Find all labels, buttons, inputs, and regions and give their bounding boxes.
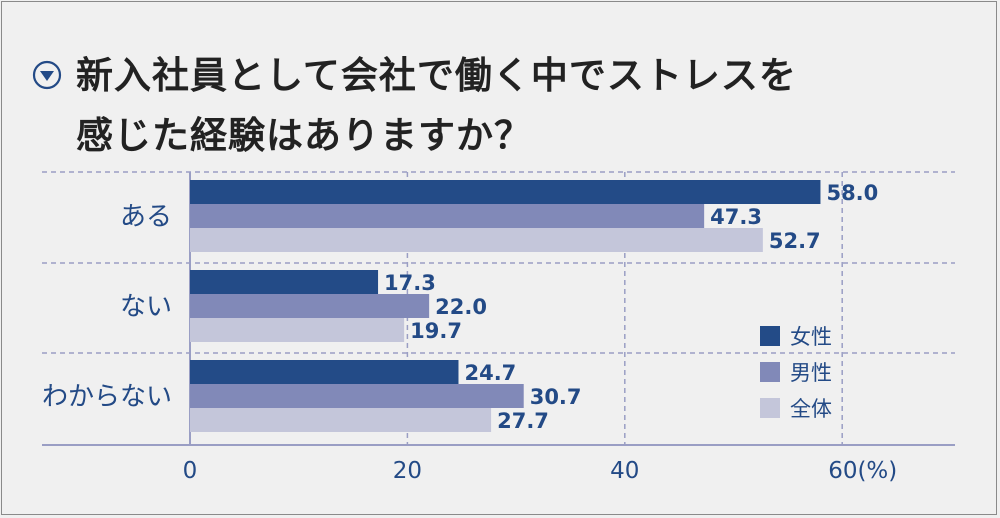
- legend-label: 男性: [790, 361, 832, 385]
- x-tick-label: 20: [393, 458, 422, 484]
- bar: [190, 360, 459, 384]
- bar: [190, 384, 524, 408]
- category-label: ある: [120, 202, 172, 232]
- x-tick-label: 0: [183, 458, 198, 484]
- data-label: 22.0: [435, 295, 487, 319]
- data-label: 27.7: [497, 409, 549, 433]
- page-title: 新入社員として会社で働く中でストレスを 感じた経験はありますか？: [76, 54, 797, 157]
- data-label: 52.7: [769, 229, 821, 253]
- data-label: 47.3: [710, 205, 762, 229]
- x-tick-label: 40: [610, 458, 639, 484]
- data-label: 30.7: [530, 385, 582, 409]
- category-label: ない: [120, 292, 172, 322]
- bar: [190, 204, 705, 228]
- legend-swatch: [760, 398, 780, 418]
- category-label: わからない: [42, 382, 172, 412]
- bar: [190, 228, 763, 252]
- data-label: 17.3: [384, 271, 436, 295]
- bar: [190, 180, 821, 204]
- chevron-down-circle-icon: [32, 60, 62, 90]
- bar: [190, 408, 492, 432]
- data-label: 24.7: [464, 361, 516, 385]
- legend-label: 女性: [790, 325, 832, 349]
- bar: [190, 294, 430, 318]
- legend-label: 全体: [790, 397, 832, 421]
- legend-swatch: [760, 326, 780, 346]
- data-label: 19.7: [410, 319, 462, 343]
- bar: [190, 318, 405, 342]
- bar: [190, 270, 379, 294]
- data-label: 58.0: [826, 181, 878, 205]
- legend-swatch: [760, 362, 780, 382]
- x-tick-label: 60(%): [828, 458, 897, 484]
